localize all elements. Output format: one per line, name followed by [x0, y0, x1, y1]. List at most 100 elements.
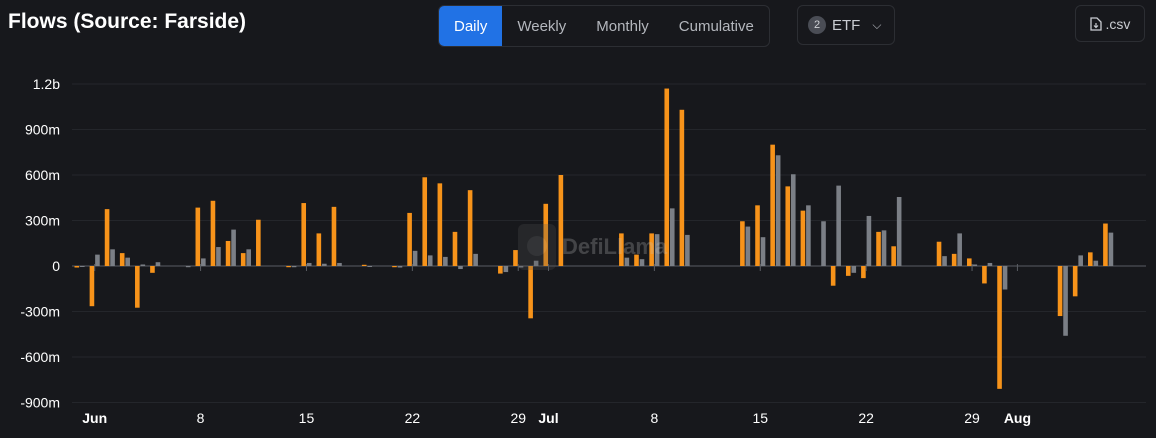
tab-daily[interactable]: Daily	[439, 6, 503, 46]
bar-series-2	[518, 266, 524, 268]
y-tick-label: 900m	[25, 122, 60, 138]
etf-filter-label: ETF	[832, 16, 861, 34]
bar-series-1	[392, 266, 397, 268]
bar-series-1	[785, 186, 791, 266]
bar-series-1	[195, 207, 201, 266]
bar-series-2	[1002, 266, 1008, 290]
bar-series-1	[286, 266, 291, 268]
bar-series-2	[806, 205, 811, 266]
bar-series-1	[331, 206, 337, 266]
y-tick-label: -600m	[20, 349, 60, 365]
bar-series-2	[443, 256, 448, 266]
bar-series-2	[397, 266, 403, 268]
bar-series-2	[790, 174, 796, 266]
bar-series-1	[543, 203, 549, 266]
x-tick-label: 29	[510, 410, 526, 426]
bar-series-2	[821, 221, 826, 266]
bar-series-1	[513, 250, 518, 266]
x-tick-label: 15	[299, 410, 315, 426]
bar-series-2	[669, 208, 675, 266]
selected-count-badge: 2	[808, 16, 826, 34]
y-tick-label: 600m	[25, 167, 60, 183]
bar-series-2	[95, 254, 100, 266]
bar-series-1	[225, 240, 231, 266]
bar-series-2	[80, 266, 85, 267]
bar-series-2	[639, 259, 645, 266]
watermark: DefiLlama	[518, 224, 667, 270]
bar-series-2	[110, 249, 115, 266]
x-tick-label: 22	[405, 410, 421, 426]
bar-series-1	[135, 266, 140, 308]
bar-series-2	[473, 253, 478, 266]
bar-series-2	[1063, 266, 1068, 336]
bar-series-1	[634, 254, 639, 266]
bar-series-2	[503, 266, 509, 273]
bar-series-2	[427, 255, 433, 266]
bar-series-2	[745, 226, 751, 266]
bar-series-1	[361, 264, 367, 266]
bar-series-1	[210, 200, 216, 266]
bar-series-1	[936, 241, 942, 266]
bar-series-2	[231, 229, 236, 266]
bar-series-1	[150, 266, 155, 273]
bar-series-2	[322, 263, 327, 266]
bar-series-1	[755, 205, 760, 266]
bar-series-1	[240, 253, 246, 266]
bar-series-1	[119, 253, 125, 266]
bar-series-1	[256, 219, 261, 266]
x-tick-label: 8	[650, 410, 658, 426]
tab-weekly[interactable]: Weekly	[517, 17, 567, 35]
bar-series-2	[624, 257, 630, 266]
bar-series-1	[664, 88, 670, 266]
bar-series-1	[997, 266, 1002, 389]
bar-series-2	[972, 264, 978, 266]
bar-series-1	[951, 253, 957, 266]
bar-series-1	[679, 109, 685, 267]
bar-series-1	[861, 266, 866, 279]
x-tick-label: 8	[197, 410, 205, 426]
bar-series-1	[558, 175, 564, 266]
bar-series-2	[866, 215, 872, 266]
bar-series-2	[306, 262, 312, 266]
bar-series-2	[367, 266, 373, 267]
bar-series-1	[845, 266, 851, 276]
x-tick-label: 15	[752, 410, 768, 426]
download-csv-button[interactable]: .csv	[1075, 5, 1145, 42]
bar-series-2	[337, 262, 342, 266]
bar-series-1	[1103, 223, 1108, 266]
bar-series-1	[649, 233, 654, 266]
x-tick-label: 22	[858, 410, 874, 426]
bar-series-1	[740, 221, 745, 266]
bar-series-2	[654, 234, 660, 266]
y-tick-label: 0	[52, 258, 60, 274]
file-download-icon	[1089, 16, 1102, 31]
bar-series-2	[185, 266, 191, 268]
bar-series-2	[881, 230, 887, 266]
chart-title: Flows (Source: Farside)	[8, 10, 247, 33]
bar-series-1	[422, 177, 428, 266]
bar-series-1	[891, 246, 896, 266]
bar-series-1	[619, 233, 624, 266]
bar-series-1	[89, 266, 95, 307]
tab-cumulative[interactable]: Cumulative	[678, 17, 754, 35]
bar-series-1	[407, 212, 412, 266]
bar-series-2	[836, 185, 841, 266]
bar-series-2	[942, 256, 947, 266]
x-tick-label: Jul	[538, 410, 558, 426]
watermark-text: DefiLlama	[562, 234, 668, 259]
etf-filter-dropdown[interactable]: 2 ETF ⌵	[797, 5, 895, 45]
bar-series-2	[533, 260, 539, 266]
bar-series-2	[125, 257, 130, 266]
y-tick-label: 1.2b	[33, 76, 60, 92]
bar-series-1	[316, 233, 322, 266]
tab-monthly[interactable]: Monthly	[596, 17, 649, 35]
bar-series-2	[1078, 255, 1083, 266]
llama-logo-icon	[518, 224, 556, 270]
bar-series-1	[498, 266, 503, 274]
bar-series-2	[458, 266, 463, 270]
bar-series-1	[528, 266, 533, 319]
chevron-down-icon: ⌵	[872, 17, 882, 32]
bar-series-2	[1108, 232, 1114, 266]
period-toggle: Daily Weekly Monthly Cumulative	[438, 5, 770, 47]
